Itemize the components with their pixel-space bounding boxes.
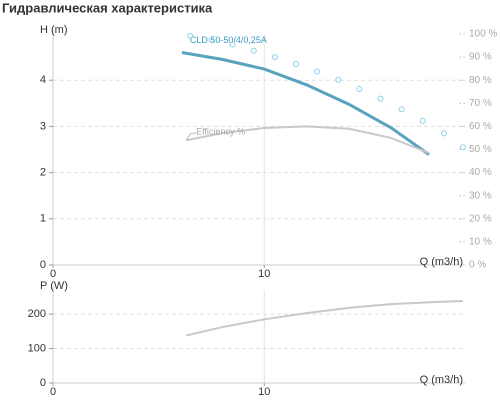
page-title: Гидравлическая характеристика: [2, 0, 213, 15]
data-point: [229, 41, 236, 48]
y2-tick-label: 0 %: [469, 260, 486, 271]
x-tick-label: 0: [50, 268, 56, 280]
data-point: [187, 32, 194, 39]
y-tick-label: 3: [40, 120, 46, 132]
data-point: [398, 106, 405, 113]
x-axis-label: Q (m3/h): [420, 256, 463, 268]
data-point: [440, 130, 447, 137]
x-tick-label: 10: [258, 386, 270, 398]
y2-tick-label: 60 %: [469, 121, 492, 132]
data-point: [314, 68, 321, 75]
data-point: [250, 47, 257, 54]
y-tick-label: 2: [40, 167, 46, 179]
y2-tick-label: 50 %: [469, 144, 492, 155]
data-point: [271, 54, 278, 61]
data-point: [208, 37, 215, 44]
curve: [185, 125, 430, 154]
data-point: [419, 117, 426, 124]
y2-tick-label: 30 %: [469, 190, 492, 201]
data-point: [356, 85, 363, 92]
x-tick-label: 10: [258, 268, 270, 280]
data-point: [459, 144, 466, 151]
y2-tick-label: 90 %: [469, 52, 492, 63]
y2-tick-label: 70 %: [469, 98, 492, 109]
data-point: [292, 61, 299, 68]
label-leader: [185, 132, 197, 141]
curve-label: Efficiency %: [196, 127, 245, 137]
y-tick-label: 0: [40, 377, 46, 389]
y-tick-label: 4: [40, 74, 46, 86]
y-tick-label: 1: [40, 213, 46, 225]
data-point: [335, 76, 342, 83]
y-axis-label: H (m): [40, 24, 68, 36]
y-tick-label: 0: [40, 259, 46, 271]
y-tick-label: 100: [28, 342, 46, 354]
x-axis-label: Q (m3/h): [420, 374, 463, 386]
curve-label: CLD 50-50/4/0,25A: [190, 35, 267, 45]
curve: [185, 300, 463, 337]
y2-tick-label: 100 %: [469, 29, 497, 40]
x-tick-label: 0: [50, 386, 56, 398]
y-tick-label: 200: [28, 308, 46, 320]
curve: [181, 51, 430, 156]
y-axis-label: P (W): [40, 280, 68, 292]
y2-tick-label: 80 %: [469, 75, 492, 86]
y2-tick-label: 10 %: [469, 237, 492, 248]
y2-tick-label: 20 %: [469, 213, 492, 224]
y2-tick-label: 40 %: [469, 167, 492, 178]
data-point: [377, 95, 384, 102]
